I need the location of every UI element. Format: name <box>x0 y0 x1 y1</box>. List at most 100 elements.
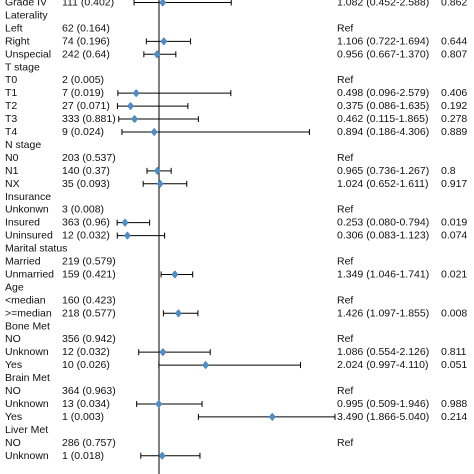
hr-text: 1.086 (0.554-2.126) <box>337 346 429 358</box>
hr-marker <box>127 101 135 111</box>
hr-text: 1.349 (1.046-1.741) <box>337 268 429 280</box>
row-label: T0 <box>5 74 17 86</box>
hr-marker <box>150 127 158 137</box>
row-count: 160 (0.423) <box>62 294 116 306</box>
row-count: 363 (0.96) <box>62 217 110 229</box>
group-header: Bone Met <box>5 320 50 332</box>
hr-text: 1.106 (0.722-1.694) <box>337 35 429 47</box>
hr-text: 0.375 (0.086-1.635) <box>337 100 429 112</box>
row-count: 12 (0.032) <box>62 230 110 242</box>
hr-text: 0.894 (0.186-4.306) <box>337 126 429 138</box>
hr-text: 2.024 (0.997-4.110) <box>337 359 428 371</box>
hr-marker <box>123 231 131 240</box>
group-header: T stage <box>5 61 40 73</box>
row-count: 356 (0.942) <box>62 333 116 345</box>
row-label: Unkonwn <box>5 204 49 216</box>
row-count: 27 (0.071) <box>62 100 110 112</box>
row-count: 159 (0.421) <box>62 268 116 280</box>
row-count: 203 (0.537) <box>62 152 116 164</box>
p-value: 0.021 <box>441 268 467 280</box>
p-value: 0.988 <box>441 398 467 410</box>
hr-marker <box>132 88 140 98</box>
row-label: NX <box>5 178 20 190</box>
row-count: 1 (0.018) <box>62 450 104 462</box>
row-count: 9 (0.024) <box>62 126 104 138</box>
row-label: Unknown <box>5 346 49 358</box>
hr-marker <box>159 347 167 357</box>
row-count: 364 (0.963) <box>62 385 116 397</box>
row-label: <median <box>5 294 46 306</box>
hr-text: 3.490 (1.866-5.040) <box>337 411 429 423</box>
hr-text: 0.965 (0.736-1.267) <box>337 165 429 177</box>
group-header: Brain Met <box>5 372 50 384</box>
p-value: 0.807 <box>441 48 467 60</box>
hr-marker <box>155 399 163 409</box>
group-header: N stage <box>5 139 41 151</box>
row-count: 140 (0.37) <box>62 165 110 177</box>
row-label: NO <box>5 333 21 345</box>
row-count: 286 (0.757) <box>62 437 116 449</box>
row-label: T1 <box>5 87 17 99</box>
p-value: 0.192 <box>441 100 467 112</box>
row-label: Left <box>5 22 23 34</box>
hr-text: 1.024 (0.652-1.611) <box>337 178 428 190</box>
row-label: Unknown <box>5 398 49 410</box>
row-label: Yes <box>5 411 22 423</box>
hr-text: Ref <box>337 294 353 306</box>
group-header: Liver Met <box>5 424 48 436</box>
hr-text: Ref <box>337 74 353 86</box>
hr-marker <box>171 270 179 279</box>
row-count: 333 (0.881) <box>62 113 116 125</box>
p-value: 0.051 <box>441 359 467 371</box>
hr-marker <box>160 37 168 46</box>
row-label: N0 <box>5 152 19 164</box>
row-label: Yes <box>5 359 22 371</box>
hr-text: Ref <box>337 437 353 449</box>
hr-marker <box>268 412 276 422</box>
row-label: Unknown <box>5 450 49 462</box>
hr-text: 0.306 (0.083-1.123) <box>337 230 429 242</box>
hr-marker <box>159 0 167 7</box>
row-count: 242 (0.64) <box>62 48 110 60</box>
row-label: NO <box>5 437 21 449</box>
hr-marker <box>121 218 129 227</box>
p-value: 0.889 <box>441 126 467 138</box>
hr-text: Ref <box>337 385 353 397</box>
hr-marker <box>130 114 139 124</box>
hr-text: 0.498 (0.096-2.579) <box>337 87 429 99</box>
row-label: N1 <box>5 165 19 177</box>
p-value: 0.8 <box>441 165 456 177</box>
p-value: 0.862 <box>441 0 467 9</box>
p-value: 0.214 <box>441 411 467 423</box>
hr-marker <box>156 179 164 188</box>
row-count: 10 (0.026) <box>62 359 110 371</box>
hr-text: Ref <box>337 22 353 34</box>
hr-text: 0.462 (0.115-1.865) <box>337 113 428 125</box>
row-label: T4 <box>5 126 17 138</box>
hr-marker <box>202 360 210 370</box>
hr-text: 1.426 (1.097-1.855) <box>337 307 429 319</box>
hr-marker <box>153 50 161 59</box>
row-count: 12 (0.032) <box>62 346 110 358</box>
hr-text: 0.956 (0.667-1.370) <box>337 48 429 60</box>
row-count: 74 (0.196) <box>62 35 110 47</box>
row-label: Insured <box>5 217 40 229</box>
p-value: 0.406 <box>441 87 467 99</box>
group-header: Insurance <box>5 191 51 203</box>
hr-marker <box>174 309 182 318</box>
row-label: Married <box>5 256 41 268</box>
row-label: >=median <box>5 307 52 319</box>
row-label: Grade IV <box>5 0 47 9</box>
p-value: 0.074 <box>441 230 467 242</box>
row-count: 3 (0.008) <box>62 204 104 216</box>
row-label: T3 <box>5 113 17 125</box>
row-count: 62 (0.164) <box>62 22 110 34</box>
row-label: Unspecial <box>5 48 51 60</box>
p-value: 0.917 <box>441 178 467 190</box>
p-value: 0.811 <box>441 346 467 358</box>
hr-marker <box>158 451 166 460</box>
p-value: 0.278 <box>441 113 467 125</box>
hr-text: Ref <box>337 152 353 164</box>
